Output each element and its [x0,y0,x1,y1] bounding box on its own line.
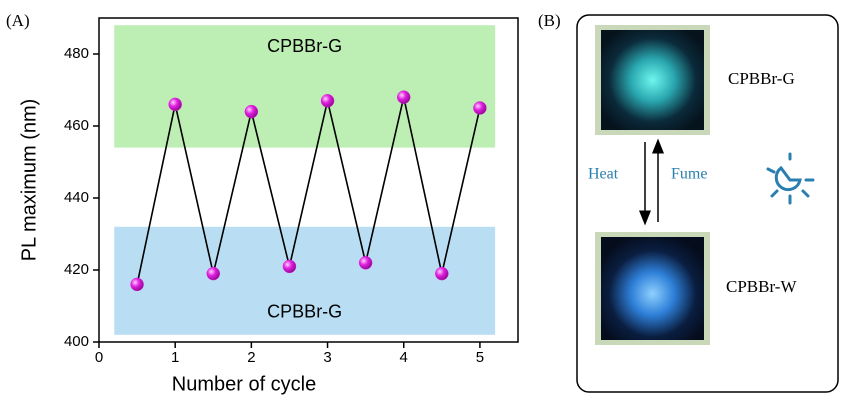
panel-label: (A) [6,11,30,30]
y-tick-label: 480 [64,45,89,62]
y-tick-label: 420 [64,261,89,278]
y-tick-label: 460 [64,117,89,134]
state-label: CPBBr-G [728,69,795,88]
data-point [168,97,182,112]
photo-white [601,237,704,340]
series-line [136,97,481,285]
data-point [320,94,335,108]
process-label: Heat [588,166,619,183]
data-point [244,104,259,119]
data-point [358,256,373,270]
data-point [130,277,144,292]
photo-green [601,30,704,130]
data-point [282,259,297,274]
band-label: CPBBr-G [267,302,342,322]
x-tick-label: 0 [95,349,103,366]
process-label: Fume [671,166,707,183]
data-point [396,90,411,104]
x-tick-label: 1 [171,349,179,366]
data-point [435,266,449,281]
band [114,226,496,335]
panel-border [576,14,839,393]
panel-label: (B) [538,11,561,30]
x-tick-label: 4 [400,349,408,366]
y-tick-label: 440 [64,189,89,206]
data-point [473,101,487,115]
x-tick-label: 2 [247,349,255,366]
data-point [206,266,221,281]
band [114,25,496,148]
light-icon [766,152,815,205]
state-label: CPBBr-W [726,277,797,296]
y-tick-label: 400 [64,333,89,350]
x-tick-label: 5 [476,349,484,366]
plot-frame [98,17,519,343]
y-axis-label: PL maximum (nm) [18,99,40,262]
band-label: CPBBr-G [267,36,342,56]
x-tick-label: 3 [323,349,331,366]
x-axis-label: Number of cycle [172,373,317,395]
plot: CPBBr-G CPBBr-G 0 1 2 3 4 5 400 420 440 460 480 [64,17,519,366]
